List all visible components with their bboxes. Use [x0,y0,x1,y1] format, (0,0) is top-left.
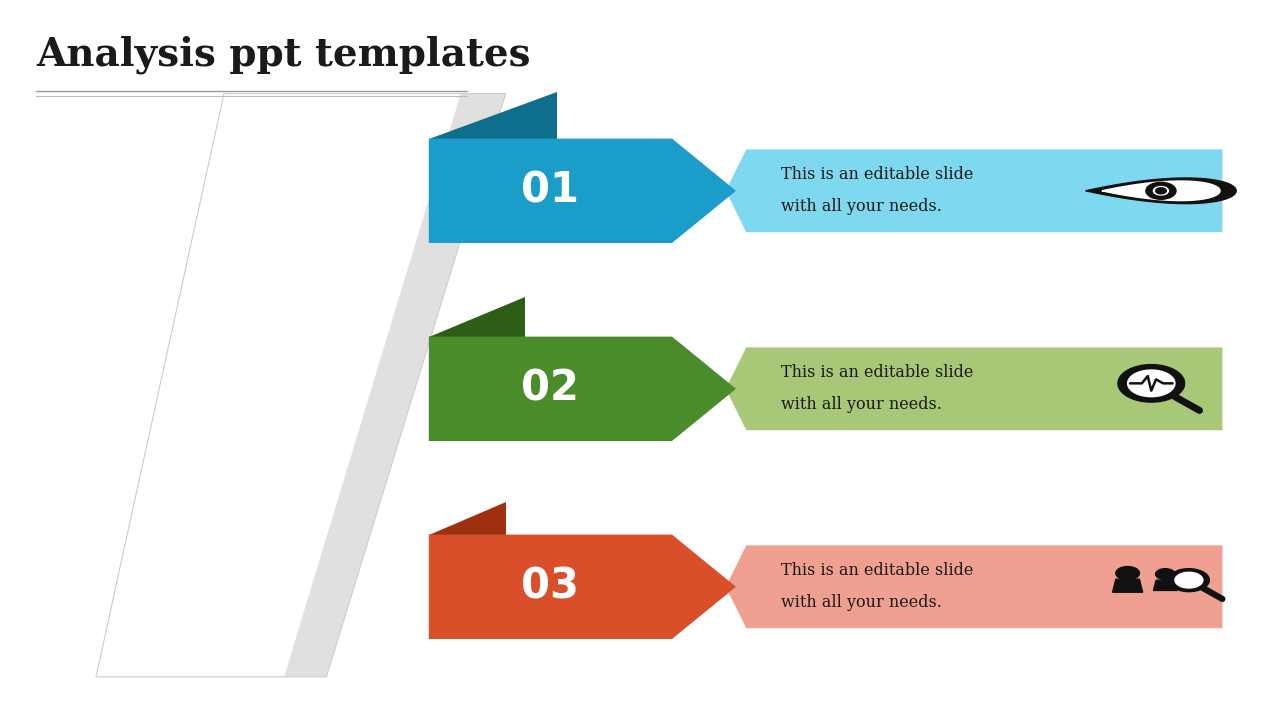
Polygon shape [429,297,525,337]
Text: Analysis ppt templates: Analysis ppt templates [36,36,530,74]
Polygon shape [1085,178,1236,204]
Circle shape [1156,569,1175,580]
Text: This is an editable slide: This is an editable slide [781,364,973,382]
Text: 03: 03 [521,566,580,608]
Polygon shape [726,546,1222,628]
Circle shape [1146,182,1176,199]
Polygon shape [96,94,506,677]
Polygon shape [429,138,736,243]
Polygon shape [1128,370,1175,397]
Polygon shape [429,503,506,534]
Circle shape [1116,567,1139,580]
Text: This is an editable slide: This is an editable slide [781,562,973,580]
Polygon shape [726,149,1222,232]
Polygon shape [1112,579,1143,593]
Text: with all your needs.: with all your needs. [781,198,942,215]
Text: with all your needs.: with all your needs. [781,594,942,611]
Polygon shape [284,94,506,677]
Text: This is an editable slide: This is an editable slide [781,166,973,184]
Polygon shape [429,91,557,138]
Polygon shape [429,337,736,441]
Text: with all your needs.: with all your needs. [781,396,942,413]
Polygon shape [1102,181,1220,201]
Polygon shape [1169,569,1210,592]
Polygon shape [1117,364,1184,402]
Polygon shape [726,347,1222,430]
Polygon shape [1153,580,1178,590]
Polygon shape [429,534,736,639]
Text: 01: 01 [521,170,580,212]
Circle shape [1153,186,1169,195]
Circle shape [1156,188,1166,194]
Polygon shape [1175,572,1203,588]
Text: 02: 02 [521,368,580,410]
